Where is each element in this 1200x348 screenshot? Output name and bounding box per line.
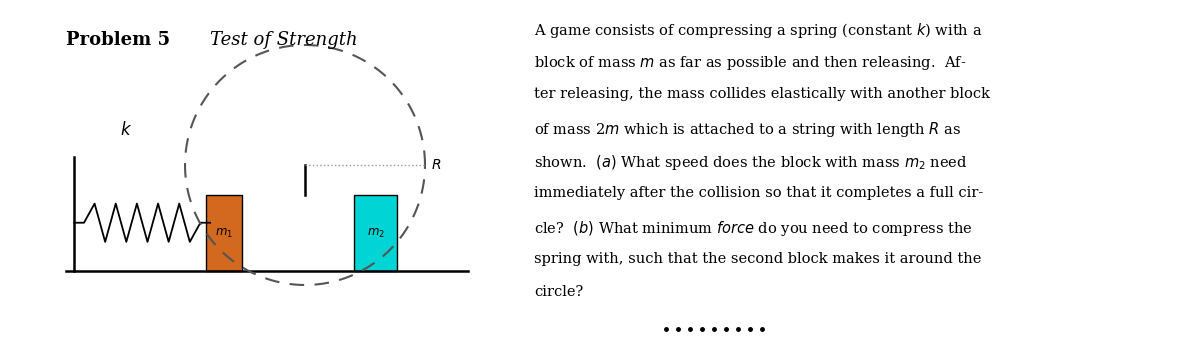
- Text: ter releasing, the mass collides elastically with another block: ter releasing, the mass collides elastic…: [534, 87, 990, 101]
- Text: cle?  $(b)$ What minimum $\mathit{force}$ do you need to compress the: cle? $(b)$ What minimum $\mathit{force}$…: [534, 219, 973, 238]
- Text: Problem 5: Problem 5: [66, 31, 170, 49]
- Text: A game consists of compressing a spring (constant $k$) with a: A game consists of compressing a spring …: [534, 21, 983, 40]
- Text: shown.  $(a)$ What speed does the block with mass $m_2$ need: shown. $(a)$ What speed does the block w…: [534, 153, 967, 172]
- Text: immediately after the collision so that it completes a full cir-: immediately after the collision so that …: [534, 186, 983, 200]
- Text: $k$: $k$: [120, 121, 132, 139]
- Text: $m_1$: $m_1$: [216, 227, 233, 240]
- Text: circle?: circle?: [534, 285, 583, 299]
- Text: block of mass $m$ as far as possible and then releasing.  Af-: block of mass $m$ as far as possible and…: [534, 54, 966, 72]
- Text: spring with, such that the second block makes it around the: spring with, such that the second block …: [534, 252, 982, 266]
- Text: $m_2$: $m_2$: [367, 227, 384, 240]
- Text: $R$: $R$: [431, 158, 442, 172]
- Bar: [354, 195, 397, 271]
- Text: of mass 2$m$ which is attached to a string with length $R$ as: of mass 2$m$ which is attached to a stri…: [534, 120, 961, 139]
- Text: Test of Strength: Test of Strength: [210, 31, 358, 49]
- Bar: [206, 195, 242, 271]
